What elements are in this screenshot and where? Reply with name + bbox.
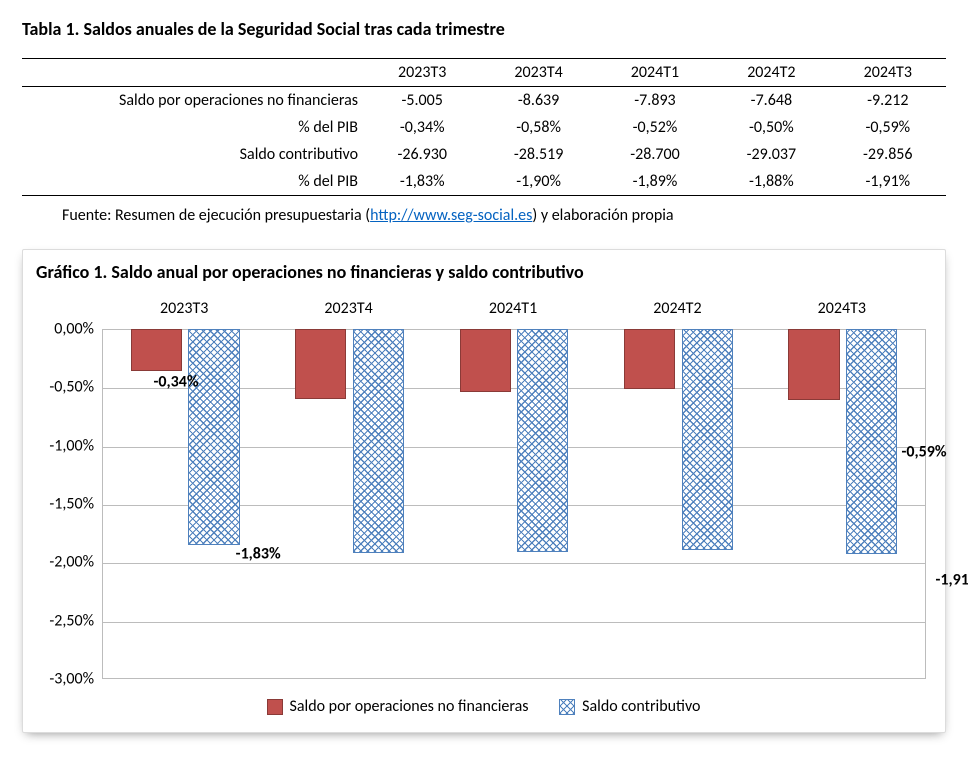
table-cell: -0,52% [597,114,713,141]
row-label: Saldo contributivo [22,141,364,168]
row-label: % del PIB [22,114,364,141]
table-cell: -1,88% [713,168,829,196]
bar-series-0 [789,330,838,399]
table-cell: -5.005 [364,87,480,115]
data-label: -1,83% [236,545,281,564]
table-cell: -9.212 [830,87,946,115]
table-source: Fuente: Resumen de ejecución presupuesta… [22,206,946,225]
bar-series-1 [683,330,732,549]
y-axis-label: -3,00% [49,670,94,689]
legend-swatch-hatch-icon [560,700,574,714]
table-cell: -28.700 [597,141,713,168]
table-header-blank [22,59,364,87]
bar-series-0 [296,330,345,398]
chart-legend: Saldo por operaciones no financieras Sal… [22,687,946,733]
source-suffix: ) y elaboración propia [532,206,673,225]
table-cell: -26.930 [364,141,480,168]
table-cell: -0,59% [830,114,946,141]
table-cell: -28.519 [480,141,596,168]
legend-swatch-solid-icon [268,700,282,714]
y-axis-label: -2,00% [49,553,94,572]
chart-area: 0,00%-0,50%-1,00%-1,50%-2,00%-2,50%-3,00… [102,299,926,679]
chart-container: Gráfico 1. Saldo anual por operaciones n… [22,249,946,733]
y-axis-label: 0,00% [54,320,94,339]
table-header-row: 2023T3 2023T4 2024T1 2024T2 2024T3 [22,59,946,87]
data-label: -0,59% [901,442,946,461]
table-title: Tabla 1. Saldos anuales de la Seguridad … [22,18,946,40]
table-cell: -29.856 [830,141,946,168]
table-cell: -1,91% [830,168,946,196]
row-label: Saldo por operaciones no financieras [22,87,364,115]
table-row: % del PIB-0,34%-0,58%-0,52%-0,50%-0,59% [22,114,946,141]
y-axis-label: -2,50% [49,611,94,630]
gridline [103,563,925,564]
row-label: % del PIB [22,168,364,196]
bar-series-0 [461,330,510,391]
chart-title: Gráfico 1. Saldo anual por operaciones n… [22,249,946,299]
table-cell: -7.648 [713,87,829,115]
col-0: 2023T3 [364,59,480,87]
x-axis-label: 2024T1 [489,299,537,318]
legend-item-1: Saldo contributivo [560,697,700,716]
table-cell: -8.639 [480,87,596,115]
table-cell: -1,83% [364,168,480,196]
col-4: 2024T3 [830,59,946,87]
chart-plot [102,329,926,679]
table-body: Saldo por operaciones no financieras-5.0… [22,87,946,196]
table-cell: -0,58% [480,114,596,141]
legend-label-1: Saldo contributivo [582,697,700,716]
y-axis-label: -1,00% [49,436,94,455]
y-axis-label: -1,50% [49,495,94,514]
x-axis-label: 2024T3 [818,299,866,318]
table-cell: -29.037 [713,141,829,168]
bar-series-0 [132,330,181,370]
y-axis-label: -0,50% [49,378,94,397]
x-axis-label: 2023T3 [160,299,208,318]
bar-series-1 [518,330,567,551]
x-axis-label: 2023T4 [324,299,372,318]
table-cell: -1,90% [480,168,596,196]
bar-series-1 [847,330,896,553]
data-label: -0,34% [153,372,198,391]
table-cell: -0,34% [364,114,480,141]
col-2: 2024T1 [597,59,713,87]
table-row: Saldo contributivo-26.930-28.519-28.700-… [22,141,946,168]
source-prefix: Fuente: Resumen de ejecución presupuesta… [62,206,370,225]
table-cell: -1,89% [597,168,713,196]
source-link[interactable]: http://www.seg-social.es [370,206,532,225]
legend-label-0: Saldo por operaciones no financieras [290,697,529,716]
data-label: -1,91% [935,570,968,589]
col-3: 2024T2 [713,59,829,87]
table-row: Saldo por operaciones no financieras-5.0… [22,87,946,115]
x-axis-label: 2024T2 [653,299,701,318]
bar-series-1 [354,330,403,552]
bar-series-1 [189,330,238,544]
table-cell: -7.893 [597,87,713,115]
data-table: 2023T3 2023T4 2024T1 2024T2 2024T3 Saldo… [22,58,946,196]
bar-series-0 [625,330,674,388]
legend-item-0: Saldo por operaciones no financieras [268,697,529,716]
table-cell: -0,50% [713,114,829,141]
gridline [103,622,925,623]
col-1: 2023T4 [480,59,596,87]
table-row: % del PIB-1,83%-1,90%-1,89%-1,88%-1,91% [22,168,946,196]
